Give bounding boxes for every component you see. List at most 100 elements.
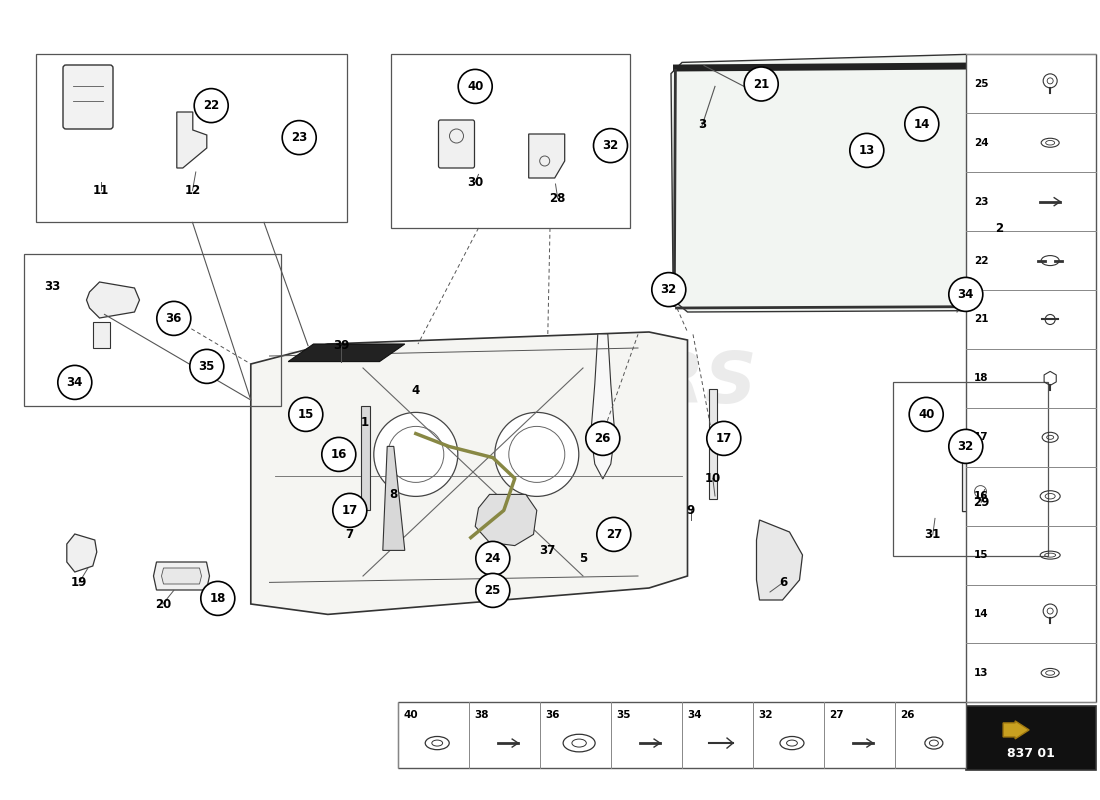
Circle shape: [476, 574, 509, 607]
Polygon shape: [591, 334, 615, 479]
Circle shape: [910, 398, 943, 431]
Circle shape: [374, 413, 458, 496]
Circle shape: [283, 121, 316, 154]
Bar: [708, 389, 717, 499]
Text: 30: 30: [468, 176, 483, 189]
Text: 17: 17: [342, 504, 358, 517]
Polygon shape: [288, 344, 405, 362]
Circle shape: [476, 542, 509, 575]
Text: 20: 20: [155, 598, 170, 610]
Text: 36: 36: [546, 710, 560, 720]
Polygon shape: [67, 534, 97, 572]
Circle shape: [850, 134, 883, 167]
Text: 34: 34: [688, 710, 702, 720]
FancyBboxPatch shape: [63, 65, 113, 129]
Polygon shape: [177, 112, 207, 168]
Circle shape: [594, 129, 627, 162]
Circle shape: [597, 518, 630, 551]
Text: 27: 27: [606, 528, 621, 541]
Circle shape: [322, 438, 355, 471]
Text: 15: 15: [298, 408, 314, 421]
Circle shape: [459, 70, 492, 103]
Bar: [24, 254, 280, 406]
Text: 32: 32: [603, 139, 618, 152]
Text: 16: 16: [974, 491, 988, 502]
Bar: [390, 54, 630, 228]
Bar: [893, 382, 1048, 556]
Text: 24: 24: [974, 138, 989, 148]
Polygon shape: [154, 562, 209, 590]
Text: 22: 22: [204, 99, 219, 112]
Text: a passion for cars since 1955: a passion for cars since 1955: [299, 470, 625, 490]
Text: 10: 10: [705, 472, 720, 485]
Text: 28: 28: [550, 192, 565, 205]
Text: 34: 34: [67, 376, 82, 389]
Circle shape: [745, 67, 778, 101]
Bar: [398, 702, 966, 768]
Polygon shape: [529, 134, 564, 178]
Text: 39: 39: [333, 339, 349, 352]
Circle shape: [157, 302, 190, 335]
Text: 16: 16: [331, 448, 346, 461]
Text: 1: 1: [361, 416, 370, 429]
FancyArrow shape: [1003, 721, 1030, 739]
Text: 40: 40: [404, 710, 418, 720]
Text: 13: 13: [974, 668, 988, 678]
Polygon shape: [757, 520, 803, 600]
Text: 32: 32: [958, 440, 974, 453]
Polygon shape: [87, 282, 140, 318]
Text: 7: 7: [345, 528, 354, 541]
Circle shape: [58, 366, 91, 399]
Circle shape: [707, 422, 740, 455]
Text: 25: 25: [485, 584, 501, 597]
Text: 34: 34: [958, 288, 974, 301]
Circle shape: [333, 494, 366, 527]
Text: 38: 38: [474, 710, 488, 720]
Text: 17: 17: [716, 432, 732, 445]
Text: 11: 11: [94, 184, 109, 197]
Text: 32: 32: [661, 283, 676, 296]
Polygon shape: [475, 494, 537, 546]
Text: 8: 8: [389, 488, 398, 501]
Circle shape: [190, 350, 223, 383]
Text: 21: 21: [754, 78, 769, 90]
Bar: [966, 54, 1096, 702]
Polygon shape: [671, 54, 1040, 312]
Text: 837 01: 837 01: [1006, 747, 1055, 760]
Circle shape: [949, 430, 982, 463]
Text: 23: 23: [974, 197, 988, 206]
Circle shape: [586, 422, 619, 455]
Text: 35: 35: [616, 710, 630, 720]
Text: 17: 17: [974, 432, 989, 442]
Polygon shape: [383, 446, 405, 550]
Text: 27: 27: [829, 710, 844, 720]
Text: 14: 14: [914, 118, 929, 130]
Circle shape: [289, 398, 322, 431]
Text: 26: 26: [900, 710, 914, 720]
Text: 37: 37: [540, 544, 556, 557]
Text: 23: 23: [292, 131, 307, 144]
Polygon shape: [251, 332, 688, 614]
Text: 6: 6: [779, 576, 788, 589]
Text: 3: 3: [697, 118, 706, 130]
Text: 4: 4: [411, 384, 420, 397]
Polygon shape: [361, 406, 370, 510]
Polygon shape: [162, 568, 201, 584]
Polygon shape: [962, 451, 1006, 512]
Circle shape: [905, 107, 938, 141]
Text: 40: 40: [468, 80, 483, 93]
Text: 36: 36: [166, 312, 182, 325]
Text: 25: 25: [974, 79, 988, 89]
Text: 40: 40: [918, 408, 934, 421]
Text: 22: 22: [974, 255, 988, 266]
Text: 29: 29: [974, 496, 989, 509]
Text: 2: 2: [994, 222, 1003, 234]
Text: 21: 21: [974, 314, 988, 325]
Text: 13: 13: [859, 144, 874, 157]
Text: 24: 24: [485, 552, 501, 565]
FancyBboxPatch shape: [439, 120, 474, 168]
Text: 5: 5: [579, 552, 587, 565]
Circle shape: [201, 582, 234, 615]
Bar: [36, 54, 347, 222]
Text: 32: 32: [758, 710, 772, 720]
